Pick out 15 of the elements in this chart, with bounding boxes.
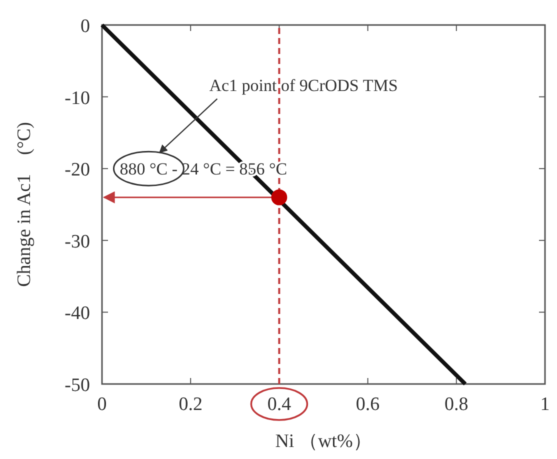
y-tick-label: -20: [64, 160, 90, 181]
y-axis-title: Change in Ac1 (°C): [14, 122, 35, 287]
x-axis-title: Ni （wt%）: [275, 431, 372, 452]
y-tick-label: 0: [80, 16, 90, 37]
annotation: Ac1 point of 9CrODS TMS: [209, 76, 398, 95]
x-tick-label: 0.6: [356, 394, 380, 415]
x-tick-label: 0.4: [267, 394, 292, 415]
y-tick-label: -30: [64, 231, 90, 252]
x-tick-label: 1: [540, 394, 550, 415]
x-tick-label: 0.8: [444, 394, 468, 415]
y-tick-label: -50: [64, 375, 90, 396]
x-tick-label: 0: [97, 394, 107, 415]
y-tick-label: -10: [64, 88, 90, 109]
x-tick-label: 0.2: [178, 394, 202, 415]
y-tick-label: -40: [64, 303, 90, 324]
